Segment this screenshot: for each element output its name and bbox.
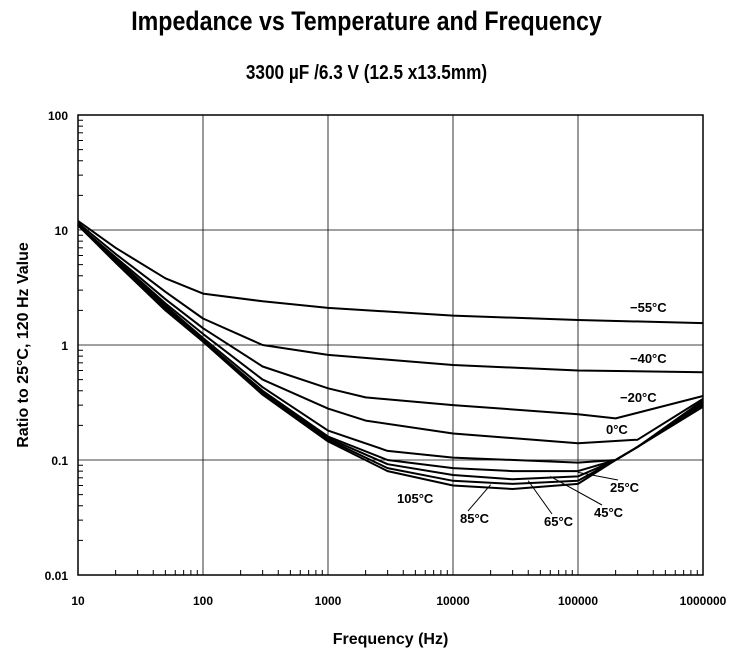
y-axis-label: Ratio to 25°C, 120 Hz Value [15, 242, 32, 448]
x-tick-label: 100 [193, 594, 213, 608]
series-label: 65°C [544, 514, 574, 529]
series-label-leader [467, 484, 492, 512]
series-line [77, 224, 704, 445]
x-tick-label: 1000000 [680, 594, 727, 608]
x-tick-labels: 10 100 1000 10000 100000 1000000 [71, 594, 726, 608]
x-tick-label: 10 [71, 594, 85, 608]
plot-frame [77, 114, 704, 576]
series-label: −40°C [630, 351, 667, 366]
series-label: 105°C [397, 491, 434, 506]
series-label-leader [527, 480, 553, 515]
y-tick-label: 0.01 [45, 569, 69, 583]
series-line [77, 224, 704, 490]
series-label: 0°C [606, 422, 628, 437]
minor-ticks [78, 119, 698, 575]
chart-title: Impedance vs Temperature and Frequency [131, 6, 602, 36]
series-group [77, 220, 704, 490]
x-tick-label: 100000 [558, 594, 598, 608]
series-line [77, 224, 704, 420]
series-line [77, 224, 704, 485]
series-label: −20°C [620, 390, 657, 405]
chart-subtitle: 3300 µF /6.3 V (12.5 x13.5mm) [245, 62, 488, 84]
y-tick-label: 10 [55, 224, 69, 238]
series-line [77, 220, 704, 325]
x-tick-label: 10000 [436, 594, 470, 608]
series-label-leader [550, 475, 603, 506]
series-label: 25°C [610, 480, 640, 495]
series-label: 45°C [594, 505, 624, 520]
y-tick-labels: 0.01 0.1 1 10 100 [45, 109, 69, 583]
series-label: 85°C [460, 511, 490, 526]
grid [78, 115, 703, 575]
series-label-leader [577, 471, 619, 481]
series-label: −55°C [630, 300, 667, 315]
y-tick-label: 100 [48, 109, 68, 123]
series-line [77, 222, 704, 374]
series-labels: −55°C −40°C −20°C 0°C 25°C 45°C 65°C 85°C 105°C [397, 300, 667, 529]
x-axis-label: Frequency (Hz) [333, 631, 449, 648]
x-tick-label: 1000 [315, 594, 342, 608]
y-tick-label: 0.1 [51, 454, 68, 468]
y-tick-label: 1 [61, 339, 68, 353]
